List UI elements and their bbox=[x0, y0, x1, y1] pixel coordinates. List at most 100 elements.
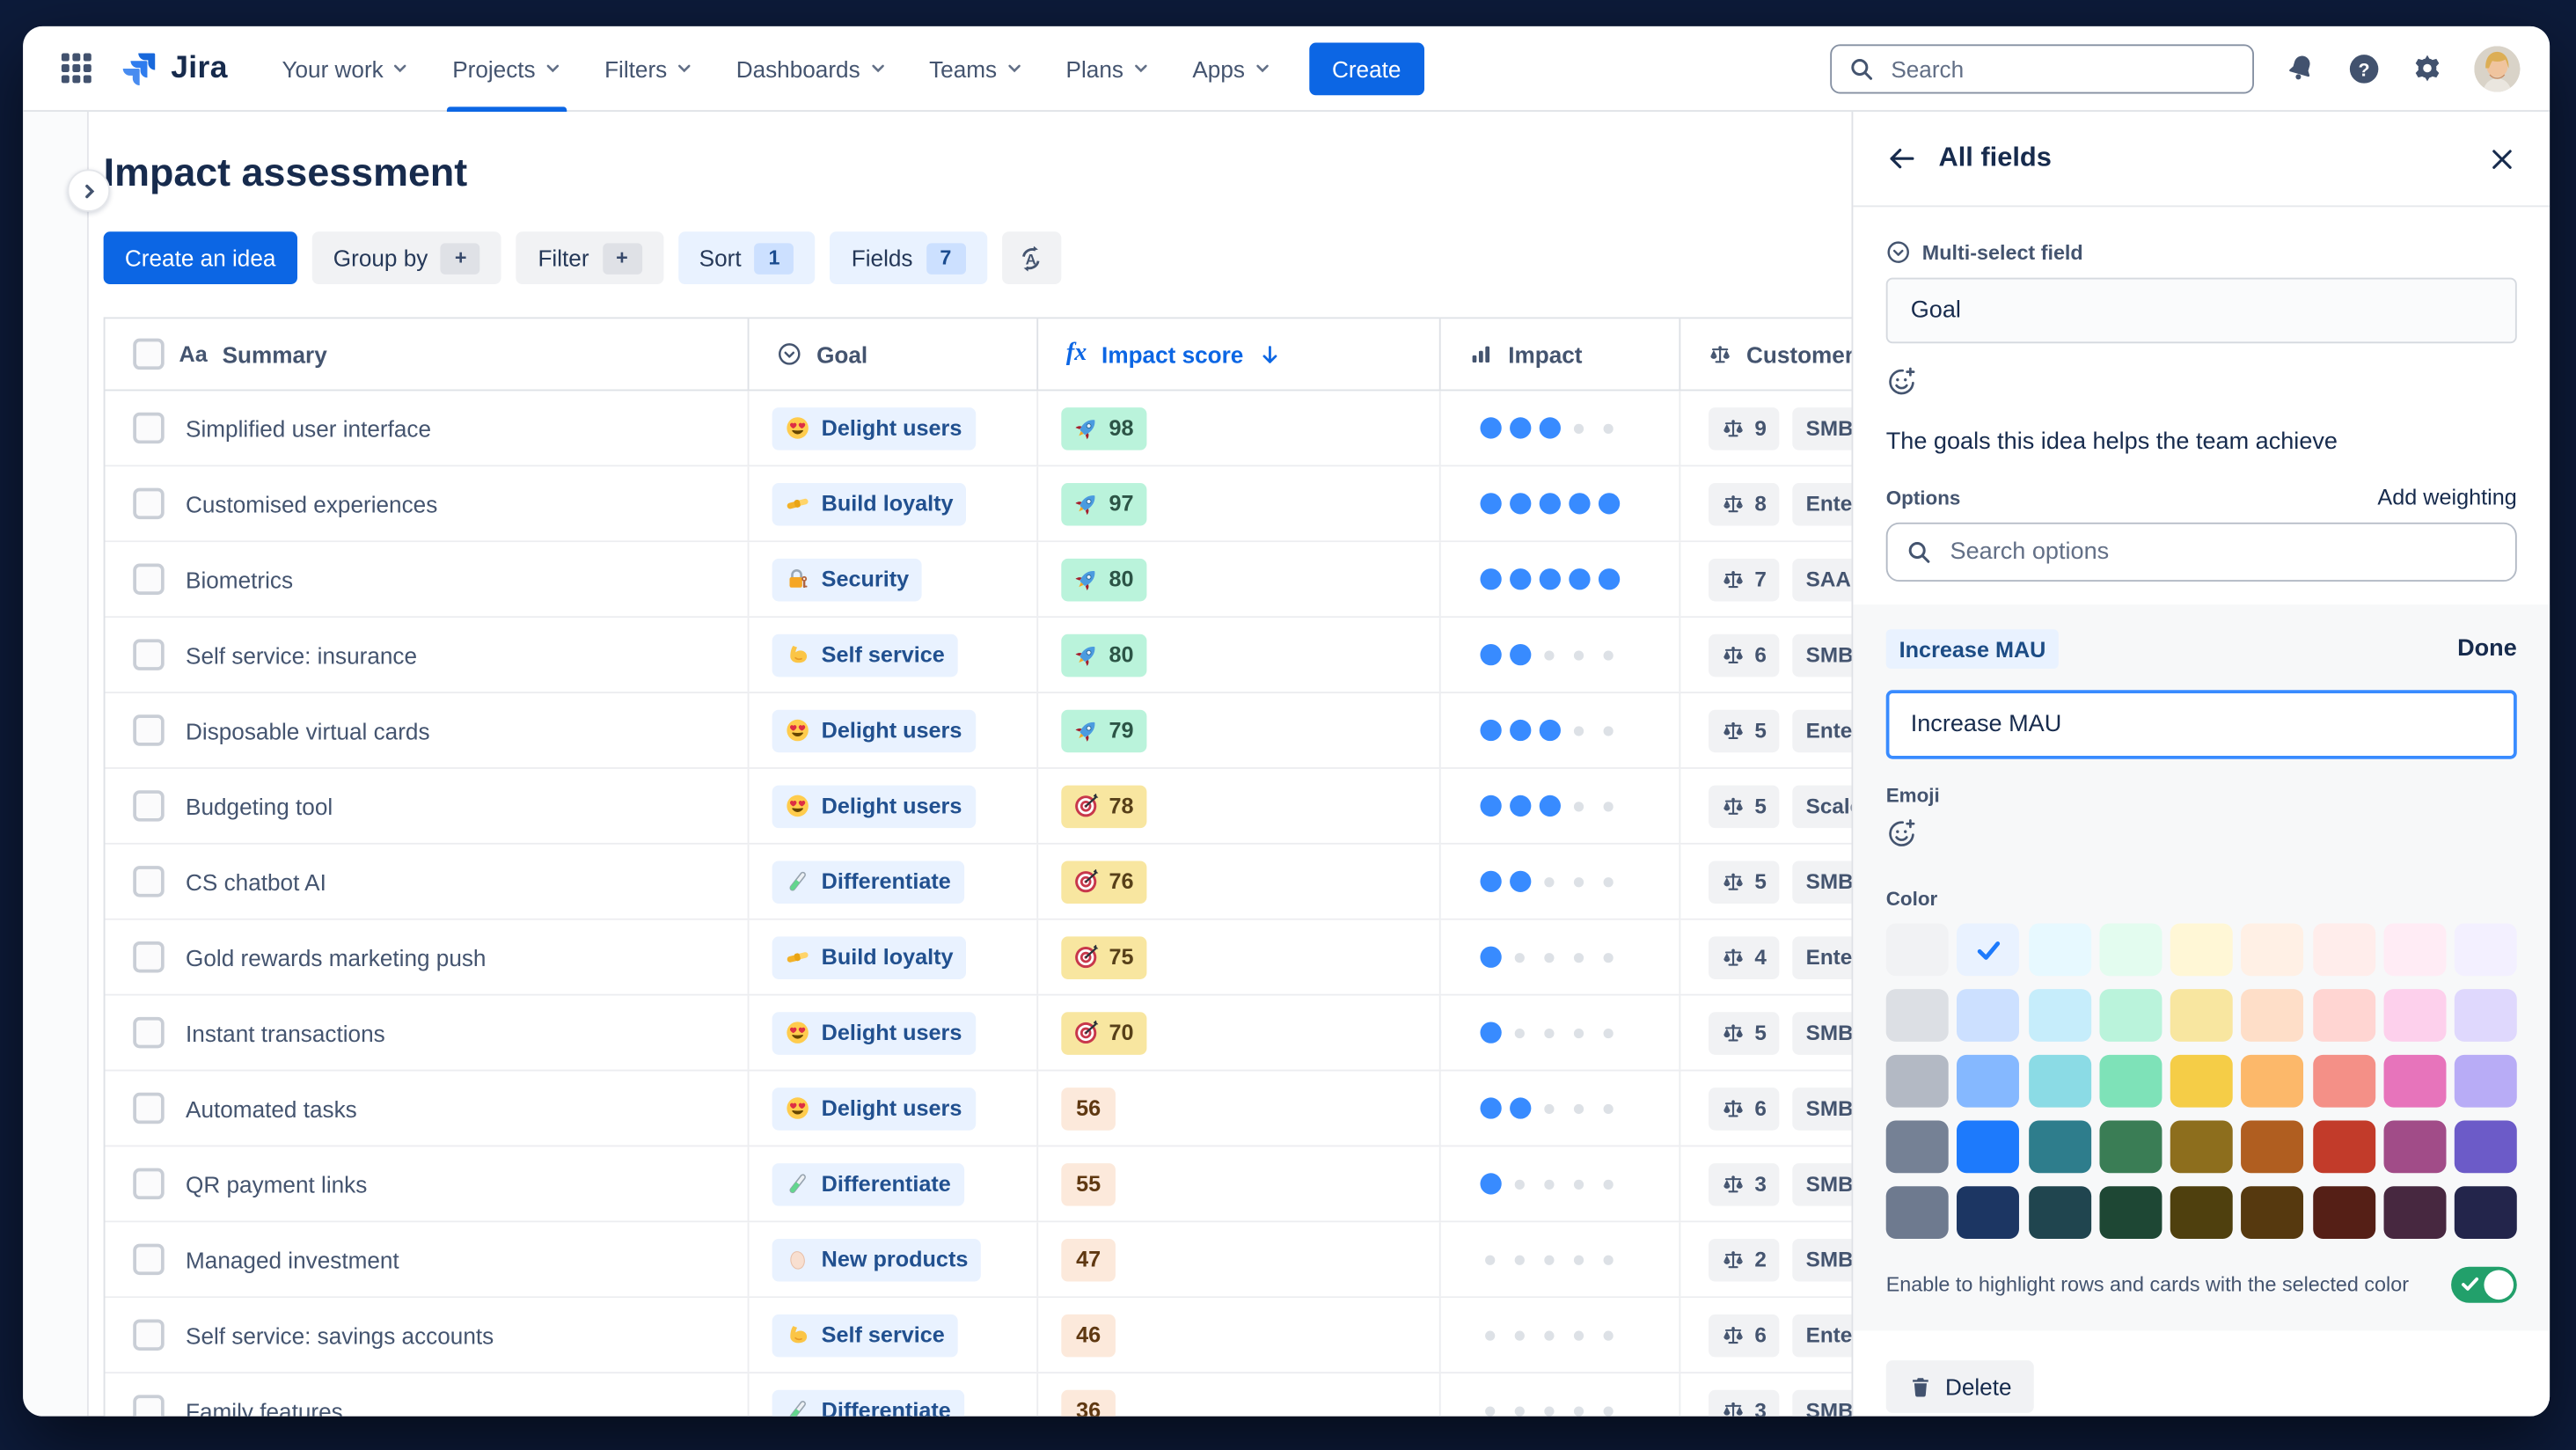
row-checkbox[interactable] bbox=[133, 1016, 165, 1049]
goal-pill[interactable]: Delight users bbox=[772, 1011, 976, 1054]
color-swatch[interactable] bbox=[2454, 1054, 2517, 1108]
row-checkbox[interactable] bbox=[133, 1092, 165, 1124]
color-swatch[interactable] bbox=[2099, 989, 2162, 1042]
goal-pill[interactable]: Build loyalty bbox=[772, 935, 967, 979]
color-swatch[interactable] bbox=[2454, 989, 2517, 1042]
row-checkbox[interactable] bbox=[133, 487, 165, 520]
color-swatch[interactable] bbox=[1957, 989, 2020, 1042]
row-checkbox[interactable] bbox=[133, 790, 165, 822]
color-swatch[interactable] bbox=[2028, 1120, 2091, 1174]
option-name-input[interactable] bbox=[1906, 709, 2496, 740]
color-swatch[interactable] bbox=[2028, 923, 2091, 977]
row-checkbox[interactable] bbox=[133, 1243, 165, 1276]
table-row[interactable]: Customised experiences Build loyalty 97 8 En… bbox=[105, 466, 1854, 543]
customer-segment-pill[interactable]: SMB bbox=[1792, 406, 1854, 450]
sort-button[interactable]: Sort 1 bbox=[677, 231, 816, 285]
goal-pill[interactable]: Delight users bbox=[772, 708, 976, 752]
row-checkbox[interactable] bbox=[133, 563, 165, 595]
header-impact[interactable]: Impact bbox=[1441, 319, 1681, 390]
impact-rating[interactable] bbox=[1480, 558, 1628, 601]
nav-item-filters[interactable]: Filters bbox=[583, 26, 715, 111]
settings-icon[interactable] bbox=[2411, 53, 2442, 84]
customer-weight-pill[interactable]: 8 bbox=[1709, 482, 1780, 525]
customer-weight-pill[interactable]: 6 bbox=[1709, 1313, 1780, 1357]
goal-pill[interactable]: Self service bbox=[772, 1313, 958, 1357]
table-row[interactable]: Gold rewards marketing push Build loyalty… bbox=[105, 919, 1854, 996]
color-swatch[interactable] bbox=[2241, 1120, 2304, 1174]
avatar[interactable] bbox=[2474, 45, 2521, 92]
nav-item-plans[interactable]: Plans bbox=[1044, 26, 1171, 111]
color-swatch[interactable] bbox=[1957, 923, 2020, 977]
color-swatch[interactable] bbox=[2170, 1054, 2233, 1108]
color-swatch[interactable] bbox=[2383, 1186, 2447, 1239]
color-swatch[interactable] bbox=[2099, 1120, 2162, 1174]
impact-rating[interactable] bbox=[1480, 709, 1628, 752]
impact-rating[interactable] bbox=[1480, 1087, 1628, 1130]
goal-pill[interactable]: Delight users bbox=[772, 1087, 976, 1130]
color-swatch[interactable] bbox=[2241, 923, 2304, 977]
nav-item-apps[interactable]: Apps bbox=[1171, 26, 1292, 111]
color-swatch[interactable] bbox=[2170, 1186, 2233, 1239]
customer-weight-pill[interactable]: 9 bbox=[1709, 406, 1780, 450]
customer-weight-pill[interactable]: 7 bbox=[1709, 557, 1780, 601]
table-row[interactable]: Simplified user interface Delight users 98… bbox=[105, 391, 1854, 467]
nav-item-projects[interactable]: Projects bbox=[431, 26, 583, 112]
impact-rating[interactable] bbox=[1480, 860, 1628, 904]
header-customer[interactable]: Customer bbox=[1680, 319, 1853, 389]
color-swatch[interactable] bbox=[2099, 1054, 2162, 1108]
color-swatch[interactable] bbox=[2241, 1054, 2304, 1108]
color-swatch[interactable] bbox=[2312, 1120, 2375, 1174]
color-swatch[interactable] bbox=[2312, 1054, 2375, 1108]
color-swatch[interactable] bbox=[2170, 923, 2233, 977]
impact-rating[interactable] bbox=[1480, 482, 1628, 525]
filter-button[interactable]: Filter + bbox=[516, 231, 663, 285]
row-checkbox[interactable] bbox=[133, 1168, 165, 1200]
goal-pill[interactable]: Self service bbox=[772, 633, 958, 677]
color-swatch[interactable] bbox=[2312, 923, 2375, 977]
color-swatch[interactable] bbox=[2383, 1054, 2447, 1108]
color-swatch[interactable] bbox=[1885, 989, 1949, 1042]
nav-item-dashboards[interactable]: Dashboards bbox=[714, 26, 907, 111]
color-swatch[interactable] bbox=[2028, 1054, 2091, 1108]
color-swatch[interactable] bbox=[2028, 989, 2091, 1042]
header-summary[interactable]: Aa Summary bbox=[106, 319, 750, 390]
table-row[interactable]: Instant transactions Delight users 70 5 SMB bbox=[105, 995, 1854, 1072]
goal-pill[interactable]: New products bbox=[772, 1238, 982, 1281]
group-by-button[interactable]: Group by + bbox=[311, 231, 502, 285]
color-swatch[interactable] bbox=[2099, 1186, 2162, 1239]
row-checkbox[interactable] bbox=[133, 1395, 165, 1417]
impact-rating[interactable] bbox=[1480, 1162, 1628, 1205]
customer-segment-pill[interactable]: SMB bbox=[1792, 1238, 1854, 1281]
close-icon[interactable] bbox=[2487, 143, 2517, 173]
goal-pill[interactable]: Differentiate bbox=[772, 860, 964, 904]
goal-pill[interactable]: Differentiate bbox=[772, 1388, 964, 1417]
customer-weight-pill[interactable]: 4 bbox=[1709, 935, 1780, 979]
highlight-toggle[interactable] bbox=[2451, 1266, 2517, 1303]
impact-rating[interactable] bbox=[1480, 1011, 1628, 1054]
color-swatch[interactable] bbox=[2170, 989, 2233, 1042]
customer-weight-pill[interactable]: 3 bbox=[1709, 1388, 1780, 1417]
nav-item-your-work[interactable]: Your work bbox=[260, 26, 431, 111]
customer-segment-pill[interactable]: Enter bbox=[1792, 935, 1854, 979]
customer-segment-pill[interactable]: Enterp bbox=[1792, 708, 1854, 752]
customer-weight-pill[interactable]: 6 bbox=[1709, 633, 1780, 677]
impact-rating[interactable] bbox=[1480, 1314, 1628, 1357]
customer-segment-pill[interactable]: SMB bbox=[1792, 1011, 1854, 1054]
color-swatch[interactable] bbox=[2454, 923, 2517, 977]
customer-segment-pill[interactable]: SMB bbox=[1792, 633, 1854, 677]
table-row[interactable]: Self service: savings accounts Self servi… bbox=[105, 1298, 1854, 1374]
color-swatch[interactable] bbox=[1885, 1186, 1949, 1239]
table-row[interactable]: Self service: insurance Self service 80 6 SM… bbox=[105, 618, 1854, 694]
header-goal[interactable]: Goal bbox=[750, 319, 1039, 390]
sidebar-expand-button[interactable] bbox=[67, 169, 111, 212]
color-swatch[interactable] bbox=[2170, 1120, 2233, 1174]
color-swatch[interactable] bbox=[2312, 989, 2375, 1042]
color-swatch[interactable] bbox=[2312, 1186, 2375, 1239]
header-impact-score[interactable]: fx Impact score bbox=[1038, 319, 1441, 390]
table-row[interactable]: Family features Differentiate 36 3 SMB bbox=[105, 1373, 1854, 1417]
color-swatch[interactable] bbox=[2383, 1120, 2447, 1174]
add-weighting-link[interactable]: Add weighting bbox=[2377, 484, 2517, 509]
customer-segment-pill[interactable]: Enter bbox=[1792, 1313, 1854, 1357]
